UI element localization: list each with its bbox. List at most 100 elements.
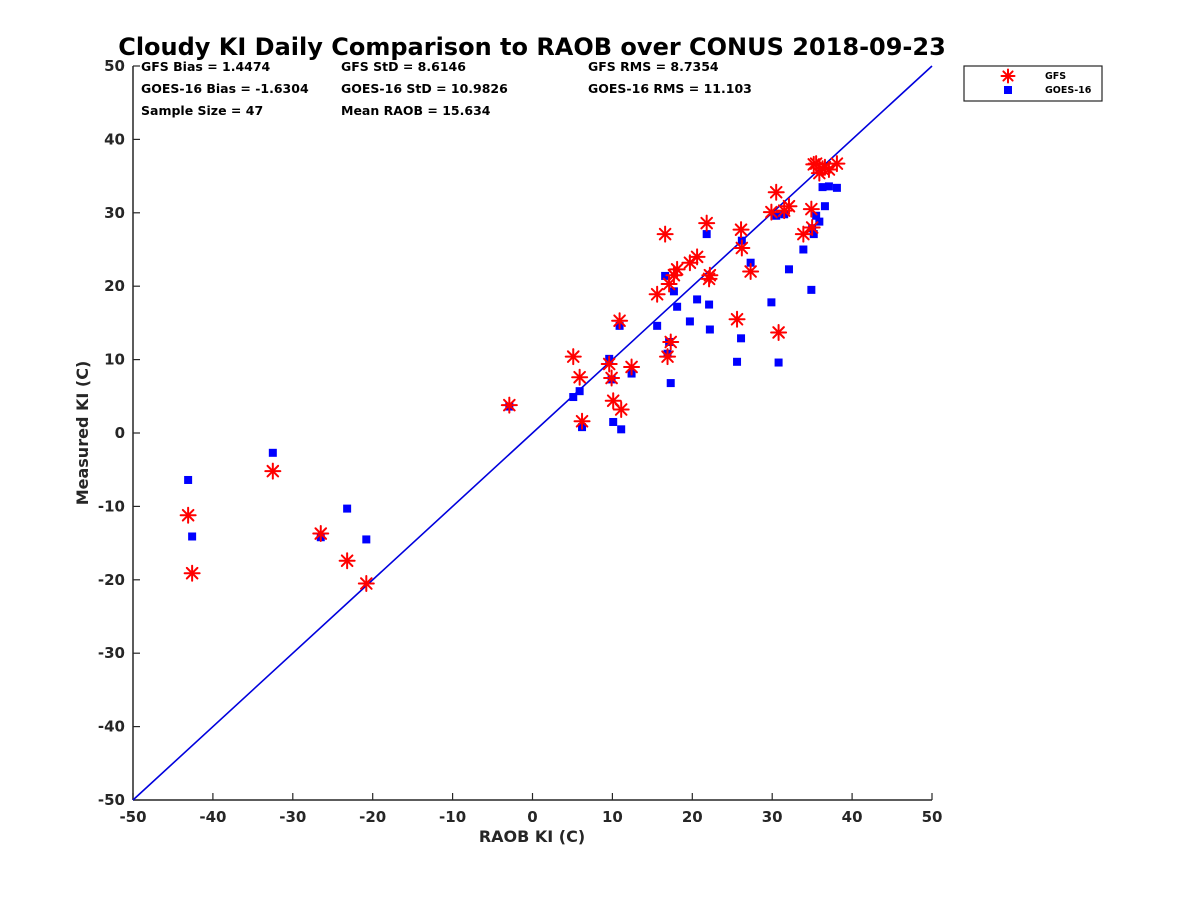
stat-goes16-std: GOES-16 StD = 10.9826 bbox=[341, 81, 508, 96]
legend-label-gfs: GFS bbox=[1045, 71, 1066, 82]
gfs-point bbox=[179, 506, 197, 524]
x-tick-label: 40 bbox=[842, 808, 863, 826]
goes16-point bbox=[807, 285, 816, 294]
gfs-point bbox=[338, 552, 356, 570]
gfs-point bbox=[264, 462, 282, 480]
x-tick-label: 10 bbox=[602, 808, 623, 826]
x-axis-ticks: -50 -40 -30 -20 -10 0 10 20 30 40 50 bbox=[119, 793, 942, 826]
goes16-point bbox=[767, 298, 776, 307]
goes16-point bbox=[774, 358, 783, 367]
gfs-point bbox=[802, 200, 820, 218]
x-tick-label: -30 bbox=[279, 808, 306, 826]
y-axis-label: Measured KI (C) bbox=[73, 361, 92, 506]
y-tick-label: 20 bbox=[104, 277, 125, 295]
goes16-point bbox=[784, 265, 793, 274]
gfs-point bbox=[600, 355, 618, 373]
stat-goes16-bias: GOES-16 Bias = -1.6304 bbox=[141, 81, 309, 96]
gfs-point bbox=[357, 574, 375, 592]
goes16-point bbox=[609, 417, 618, 426]
goes16-point bbox=[343, 504, 352, 513]
gfs-point bbox=[820, 160, 838, 178]
gfs-point bbox=[794, 225, 812, 243]
gfs-point bbox=[770, 323, 788, 341]
y-tick-label: -20 bbox=[98, 571, 125, 589]
goes16-point bbox=[818, 183, 827, 192]
gfs-point bbox=[312, 525, 330, 543]
legend: GFS GOES-16 bbox=[963, 65, 1103, 102]
goes16-point bbox=[705, 325, 714, 334]
goes16-series bbox=[184, 182, 841, 544]
x-axis-label: RAOB KI (C) bbox=[479, 827, 585, 846]
x-tick-label: -10 bbox=[439, 808, 466, 826]
stat-sample-size: Sample Size = 47 bbox=[141, 103, 263, 118]
goes16-point bbox=[661, 271, 670, 280]
goes16-point bbox=[653, 321, 662, 330]
gfs-point bbox=[688, 248, 706, 266]
gfs-point bbox=[623, 358, 641, 376]
gfs-point bbox=[571, 368, 589, 386]
y-tick-label: -50 bbox=[98, 791, 125, 809]
stat-gfs-bias: GFS Bias = 1.4474 bbox=[141, 59, 271, 74]
gfs-point bbox=[803, 218, 821, 236]
goes16-point bbox=[184, 475, 193, 484]
goes16-point bbox=[268, 448, 277, 457]
y-tick-label: -30 bbox=[98, 644, 125, 662]
x-tick-label: 50 bbox=[922, 808, 943, 826]
goes16-point bbox=[666, 379, 675, 388]
goes16-point bbox=[815, 217, 824, 226]
gfs-point bbox=[698, 214, 716, 232]
x-tick-label: -50 bbox=[119, 808, 146, 826]
x-tick-label: 30 bbox=[762, 808, 783, 826]
gfs-point bbox=[780, 197, 798, 215]
one-to-one-reference-line bbox=[132, 65, 933, 801]
gfs-series bbox=[179, 155, 846, 592]
goes16-point bbox=[617, 425, 626, 434]
legend-box bbox=[963, 65, 1103, 102]
gfs-point bbox=[732, 221, 750, 239]
y-tick-label: 30 bbox=[104, 204, 125, 222]
goes16-point bbox=[685, 317, 694, 326]
x-tick-label: -20 bbox=[359, 808, 386, 826]
legend-label-goes16: GOES-16 bbox=[1045, 85, 1092, 96]
stat-gfs-std: GFS StD = 8.6146 bbox=[341, 59, 466, 74]
gfs-point bbox=[733, 239, 751, 257]
gfs-point bbox=[612, 401, 630, 419]
legend-gfs-asterisk bbox=[1000, 68, 1016, 84]
goes16-point bbox=[737, 334, 746, 343]
x-tick-label: 0 bbox=[527, 808, 537, 826]
y-tick-label: 40 bbox=[104, 130, 125, 148]
legend-gfs-asterisk-icon bbox=[1000, 68, 1016, 84]
gfs-point bbox=[767, 183, 785, 201]
legend-goes16-square-icon bbox=[1004, 86, 1012, 94]
x-tick-label: 20 bbox=[682, 808, 703, 826]
chart-title: Cloudy KI Daily Comparison to RAOB over … bbox=[118, 33, 946, 61]
stat-goes16-rms: GOES-16 RMS = 11.103 bbox=[588, 81, 752, 96]
goes16-point bbox=[809, 230, 818, 239]
goes16-point bbox=[799, 245, 808, 254]
stat-gfs-rms: GFS RMS = 8.7354 bbox=[588, 59, 719, 74]
stat-mean-raob: Mean RAOB = 15.634 bbox=[341, 103, 491, 118]
gfs-point bbox=[742, 263, 760, 281]
gfs-point bbox=[183, 564, 201, 582]
goes16-point bbox=[824, 182, 833, 191]
y-tick-label: 0 bbox=[115, 424, 125, 442]
gfs-point bbox=[500, 396, 518, 414]
gfs-point bbox=[573, 412, 591, 430]
goes16-point bbox=[705, 300, 714, 309]
goes16-point bbox=[575, 387, 584, 396]
y-tick-label: -40 bbox=[98, 718, 125, 736]
goes16-point bbox=[812, 211, 821, 220]
goes16-point bbox=[820, 202, 829, 211]
goes16-point bbox=[832, 183, 841, 192]
goes16-point bbox=[673, 302, 682, 311]
gfs-point bbox=[611, 312, 629, 330]
gfs-point bbox=[828, 155, 846, 173]
goes16-point bbox=[569, 393, 578, 402]
statistics-annotations: GFS Bias = 1.4474 GFS StD = 8.6146 GFS R… bbox=[141, 59, 752, 118]
goes16-point bbox=[669, 287, 678, 296]
x-tick-label: -40 bbox=[199, 808, 226, 826]
goes16-point bbox=[362, 535, 371, 544]
gfs-point bbox=[762, 203, 780, 221]
y-tick-label: 10 bbox=[104, 351, 125, 369]
